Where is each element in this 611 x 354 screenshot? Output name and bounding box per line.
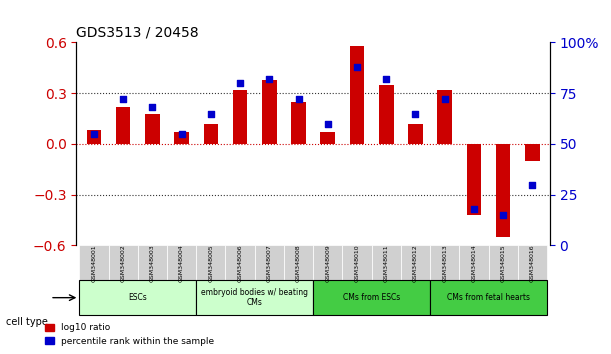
Point (265, 76, 274, 82)
FancyBboxPatch shape (313, 245, 342, 280)
FancyBboxPatch shape (401, 245, 430, 280)
Text: GSM348006: GSM348006 (238, 244, 243, 282)
Point (440, 97, 450, 102)
Bar (174, 132, 189, 144)
Text: GSM348007: GSM348007 (267, 244, 272, 282)
Bar (437, 90, 452, 144)
Text: GSM348001: GSM348001 (92, 244, 97, 282)
FancyBboxPatch shape (313, 280, 430, 315)
Bar (262, 80, 277, 144)
FancyBboxPatch shape (79, 245, 109, 280)
Bar (320, 132, 335, 144)
Bar (203, 124, 218, 144)
Text: GSM348008: GSM348008 (296, 244, 301, 282)
FancyBboxPatch shape (167, 245, 196, 280)
Point (177, 131, 186, 137)
Text: GSM348016: GSM348016 (530, 244, 535, 282)
Point (381, 76, 391, 82)
Text: GSM348012: GSM348012 (413, 244, 418, 282)
Bar (525, 144, 540, 161)
Point (469, 206, 479, 212)
FancyBboxPatch shape (284, 245, 313, 280)
Text: GSM348002: GSM348002 (120, 244, 126, 282)
FancyBboxPatch shape (430, 280, 547, 315)
Bar (145, 114, 159, 144)
Point (89, 131, 99, 137)
FancyBboxPatch shape (109, 245, 137, 280)
Point (235, 80, 245, 86)
FancyBboxPatch shape (518, 245, 547, 280)
Point (352, 64, 362, 70)
Text: CMs from fetal hearts: CMs from fetal hearts (447, 293, 530, 302)
Point (527, 182, 537, 187)
FancyBboxPatch shape (342, 245, 371, 280)
Bar (467, 144, 481, 215)
Text: GSM348013: GSM348013 (442, 244, 447, 282)
Text: GSM348005: GSM348005 (208, 244, 213, 282)
Text: GSM348004: GSM348004 (179, 244, 184, 282)
Text: GDS3513 / 20458: GDS3513 / 20458 (76, 26, 199, 40)
FancyBboxPatch shape (196, 280, 313, 315)
Text: GSM348014: GSM348014 (472, 244, 477, 282)
Point (411, 111, 420, 116)
Bar (233, 90, 247, 144)
Text: ESCs: ESCs (128, 293, 147, 302)
Text: embryoid bodies w/ beating
CMs: embryoid bodies w/ beating CMs (201, 288, 308, 307)
Point (147, 104, 157, 110)
Point (206, 111, 216, 116)
Bar (116, 107, 131, 144)
Bar (349, 46, 364, 144)
FancyBboxPatch shape (137, 245, 167, 280)
Bar (379, 85, 393, 144)
Legend: log10 ratio, percentile rank within the sample: log10 ratio, percentile rank within the … (41, 320, 218, 349)
Bar (496, 144, 510, 237)
Text: GSM348009: GSM348009 (325, 244, 331, 282)
Text: GSM348010: GSM348010 (354, 244, 359, 282)
FancyBboxPatch shape (255, 245, 284, 280)
Text: cell type: cell type (6, 317, 48, 327)
Text: GSM348015: GSM348015 (500, 244, 506, 282)
Bar (408, 124, 423, 144)
FancyBboxPatch shape (79, 280, 196, 315)
Point (498, 212, 508, 218)
FancyBboxPatch shape (371, 245, 401, 280)
Bar (87, 130, 101, 144)
Text: GSM348003: GSM348003 (150, 244, 155, 282)
FancyBboxPatch shape (225, 245, 255, 280)
FancyBboxPatch shape (430, 245, 459, 280)
Text: GSM348011: GSM348011 (384, 244, 389, 282)
Point (119, 97, 128, 102)
FancyBboxPatch shape (196, 245, 225, 280)
FancyBboxPatch shape (489, 245, 518, 280)
Text: CMs from ESCs: CMs from ESCs (343, 293, 400, 302)
Point (294, 97, 304, 102)
FancyBboxPatch shape (459, 245, 489, 280)
Point (323, 121, 332, 126)
Bar (291, 102, 306, 144)
